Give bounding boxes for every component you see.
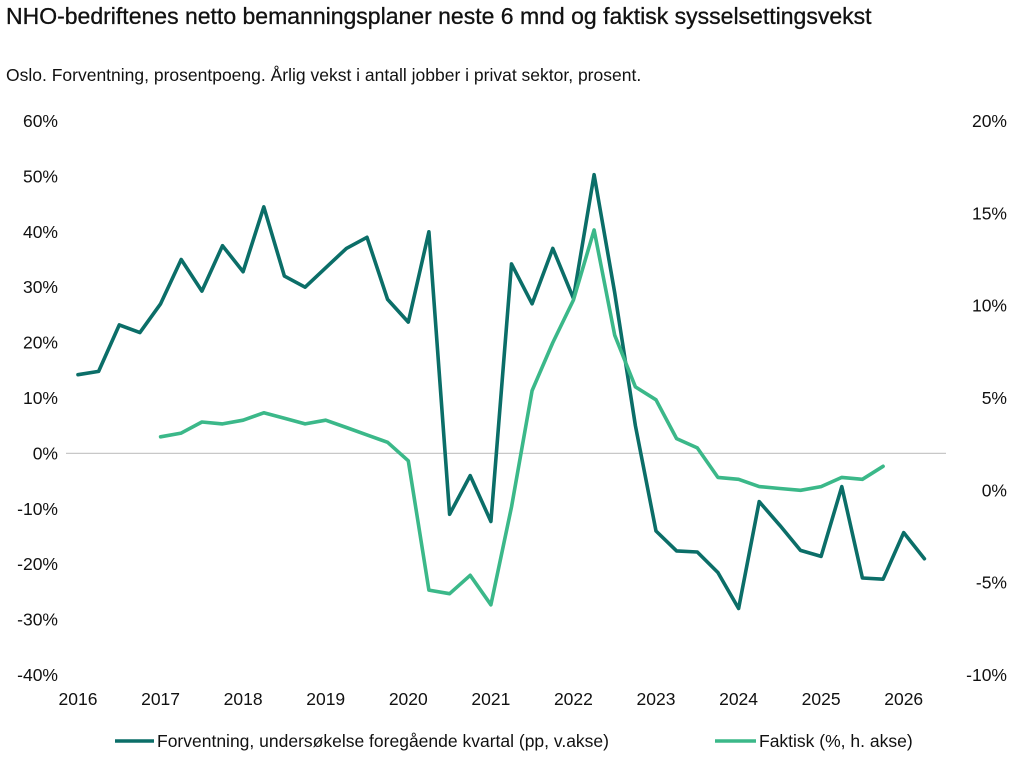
right-axis-tick: -10%	[966, 665, 1007, 685]
left-axis-tick: 10%	[23, 388, 58, 408]
right-axis-tick: 20%	[972, 111, 1007, 131]
left-axis-tick: -20%	[17, 554, 58, 574]
x-axis-tick: 2016	[59, 689, 98, 709]
right-axis-tick: 5%	[982, 388, 1007, 408]
chart-subtitle: Oslo. Forventning, prosentpoeng. Årlig v…	[6, 65, 642, 85]
left-axis-tick: -40%	[17, 665, 58, 685]
x-axis-tick: 2018	[224, 689, 263, 709]
x-axis-tick: 2021	[471, 689, 510, 709]
right-axis-tick: 0%	[982, 480, 1007, 500]
left-axis-tick: 20%	[23, 333, 58, 353]
x-axis-tick: 2020	[389, 689, 428, 709]
x-axis-tick: 2019	[306, 689, 345, 709]
right-axis-tick: 10%	[972, 296, 1007, 316]
series-line-1	[76, 172, 927, 611]
left-axis-tick: 0%	[33, 443, 58, 463]
x-axis-tick: 2024	[719, 689, 758, 709]
left-axis-tick: 50%	[23, 166, 58, 186]
x-axis-tick: 2022	[554, 689, 593, 709]
left-axis-tick: 40%	[23, 222, 58, 242]
left-axis-tick: 30%	[23, 277, 58, 297]
left-axis-tick: -10%	[17, 499, 58, 519]
x-axis-tick: 2026	[884, 689, 923, 709]
x-axis-tick: 2017	[141, 689, 180, 709]
chart-title: NHO-bedriftenes netto bemanningsplaner n…	[6, 3, 872, 29]
x-axis-tick: 2025	[802, 689, 841, 709]
legend-label-1: Forventning, undersøkelse foregående kva…	[157, 731, 609, 751]
left-axis-tick: -30%	[17, 610, 58, 630]
x-axis-tick: 2023	[637, 689, 676, 709]
right-axis-tick: -5%	[976, 573, 1007, 593]
right-axis-tick: 15%	[972, 203, 1007, 223]
series-line-2	[158, 228, 885, 607]
left-axis-tick: 60%	[23, 111, 58, 131]
legend-label-2: Faktisk (%, h. akse)	[759, 731, 913, 751]
